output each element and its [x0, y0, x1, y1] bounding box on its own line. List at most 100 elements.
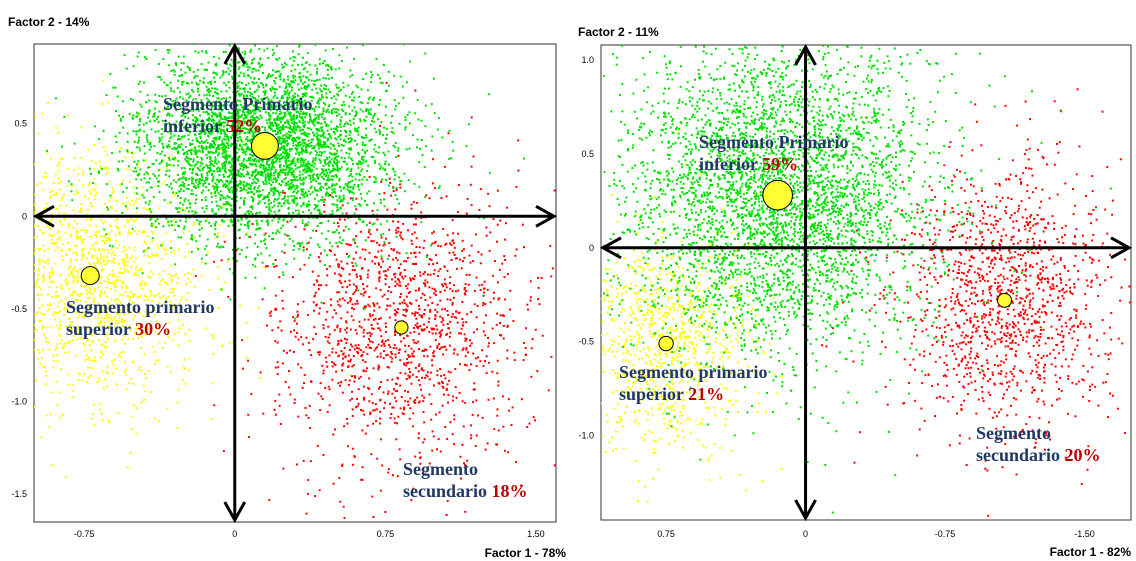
point: [145, 101, 148, 104]
point: [336, 326, 339, 329]
point: [243, 175, 245, 178]
point: [327, 325, 330, 328]
point: [411, 355, 414, 358]
point: [100, 276, 103, 279]
point: [179, 177, 182, 180]
point: [407, 400, 409, 403]
point: [437, 438, 440, 441]
point: [166, 105, 169, 108]
point: [399, 372, 402, 374]
point: [418, 246, 421, 249]
point: [319, 409, 322, 412]
point: [428, 462, 431, 465]
point: [277, 205, 280, 208]
point: [255, 212, 257, 215]
point: [53, 243, 56, 246]
point: [439, 368, 442, 370]
point: [140, 336, 143, 338]
point: [238, 108, 241, 111]
point: [88, 286, 91, 289]
point: [493, 342, 496, 345]
point: [34, 251, 36, 254]
point: [340, 88, 342, 91]
point: [534, 328, 537, 331]
point: [100, 253, 102, 256]
point: [331, 316, 334, 319]
point: [346, 262, 349, 265]
point: [80, 299, 82, 302]
point: [344, 111, 347, 114]
point: [398, 302, 401, 305]
point: [82, 170, 85, 173]
point: [36, 183, 39, 186]
point: [226, 260, 229, 263]
point: [418, 308, 421, 311]
point: [212, 178, 215, 181]
point: [377, 262, 380, 265]
point: [243, 181, 245, 184]
point: [279, 423, 282, 425]
point: [231, 77, 234, 80]
point: [167, 336, 170, 339]
point: [399, 234, 402, 237]
point: [114, 253, 117, 256]
point: [217, 179, 220, 182]
point: [460, 327, 463, 330]
point: [68, 340, 71, 343]
point: [246, 136, 249, 138]
point: [158, 341, 161, 344]
point: [382, 134, 384, 137]
point: [409, 290, 412, 293]
point: [345, 341, 348, 344]
point: [179, 201, 182, 204]
point: [515, 461, 518, 464]
point: [275, 308, 278, 311]
point: [219, 124, 222, 127]
point: [157, 169, 160, 172]
point: [261, 174, 264, 177]
point: [355, 235, 358, 238]
point: [90, 334, 93, 336]
point: [493, 428, 496, 431]
point: [520, 398, 523, 401]
point: [432, 272, 435, 275]
point: [85, 300, 88, 303]
point: [113, 299, 116, 302]
point: [69, 261, 72, 264]
point: [466, 459, 469, 462]
point: [92, 262, 95, 265]
point: [173, 294, 176, 297]
point: [362, 396, 365, 399]
point: [217, 104, 220, 107]
point: [479, 188, 482, 191]
point: [48, 225, 50, 228]
point: [199, 141, 201, 144]
point: [169, 291, 172, 294]
point: [439, 333, 442, 336]
point: [200, 191, 203, 194]
point: [125, 287, 128, 290]
point: [420, 296, 423, 299]
point: [272, 130, 274, 133]
point: [210, 195, 213, 198]
point: [317, 115, 320, 118]
point: [129, 296, 132, 299]
point: [379, 410, 382, 413]
point: [257, 69, 260, 72]
point: [407, 355, 410, 358]
point: [349, 358, 352, 361]
point: [487, 398, 490, 401]
point: [136, 115, 139, 118]
point: [435, 413, 437, 416]
point: [320, 284, 322, 287]
point: [405, 295, 408, 298]
point: [330, 304, 332, 307]
point: [135, 111, 138, 114]
point: [405, 308, 407, 311]
point: [105, 312, 108, 315]
point: [60, 248, 63, 251]
point: [300, 147, 303, 150]
point: [245, 142, 248, 145]
point: [174, 252, 177, 255]
point: [139, 90, 142, 93]
